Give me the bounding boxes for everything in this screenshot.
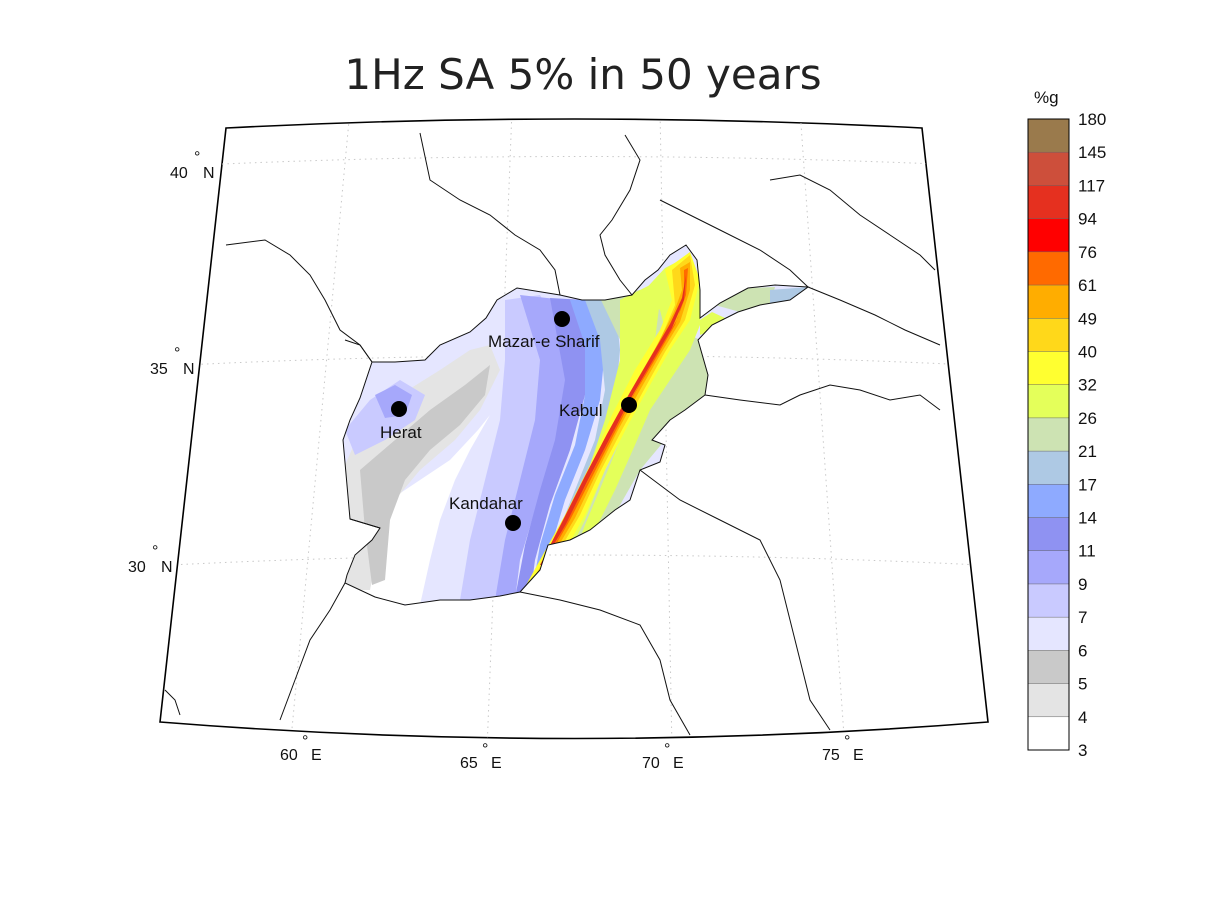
colorbar-swatch-145 <box>1028 152 1069 186</box>
svg-text:°: ° <box>174 345 180 362</box>
colorbar-label-14: 14 <box>1078 509 1097 528</box>
svg-text:°: ° <box>194 149 200 166</box>
lat-tick-40-hemi: N <box>203 165 215 182</box>
city-label-kandahar: Kandahar <box>449 494 523 513</box>
lon-tick-65: 65 <box>460 755 478 772</box>
colorbar-label-117: 117 <box>1078 176 1105 195</box>
colorbar-swatch-76 <box>1028 251 1069 286</box>
colorbar-swatch-6 <box>1028 650 1069 685</box>
colorbar-swatch-94 <box>1028 218 1069 253</box>
colorbar-swatches <box>1028 118 1069 751</box>
colorbar-label-76: 76 <box>1078 243 1097 262</box>
colorbar-label-11: 11 <box>1078 542 1096 561</box>
city-marker-herat[interactable] <box>391 401 407 417</box>
colorbar-label-5: 5 <box>1078 675 1087 694</box>
colorbar-label-6: 6 <box>1078 641 1087 660</box>
colorbar-label-180: 180 <box>1078 110 1106 129</box>
colorbar-label-3: 3 <box>1078 741 1087 760</box>
colorbar-label-21: 21 <box>1078 442 1097 461</box>
colorbar-label-49: 49 <box>1078 309 1097 328</box>
colorbar-swatch-26 <box>1028 417 1069 452</box>
colorbar-swatch-117 <box>1028 185 1069 220</box>
colorbar-swatch-9 <box>1028 583 1069 618</box>
colorbar-label-61: 61 <box>1078 276 1097 295</box>
lon-tick-70: 70 <box>642 755 660 772</box>
colorbar-swatch-40 <box>1028 351 1069 386</box>
lon-tick-60: 60 <box>280 747 298 764</box>
colorbar-swatch-4 <box>1028 716 1069 751</box>
colorbar-label-9: 9 <box>1078 575 1087 594</box>
colorbar-label-94: 94 <box>1078 210 1097 229</box>
colorbar-unit: %g <box>1034 88 1059 107</box>
city-marker-kabul[interactable] <box>621 397 637 413</box>
city-label-kabul: Kabul <box>559 401 602 420</box>
svg-text:°: ° <box>664 741 670 758</box>
lon-tick-75: 75 <box>822 747 840 764</box>
colorbar-label-26: 26 <box>1078 409 1097 428</box>
svg-text:E: E <box>491 755 502 772</box>
lat-tick-30-hemi: N <box>161 559 173 576</box>
colorbar-label-7: 7 <box>1078 608 1087 627</box>
svg-text:E: E <box>853 747 864 764</box>
colorbar-label-145: 145 <box>1078 143 1106 162</box>
colorbar-swatch-180 <box>1028 119 1069 153</box>
colorbar-swatch-7 <box>1028 617 1069 651</box>
svg-text:°: ° <box>302 733 308 750</box>
colorbar-swatch-14 <box>1028 517 1069 552</box>
longitude-ticks: 60 ° E 65 ° E 70 ° E 75 ° E <box>280 733 864 772</box>
colorbar-swatch-32 <box>1028 384 1069 419</box>
latitude-ticks: 40 ° N 35 ° N 30 ° N <box>128 149 215 576</box>
svg-text:°: ° <box>482 741 488 758</box>
lat-tick-40: 40 <box>170 165 188 182</box>
colorbar-swatch-17 <box>1028 484 1069 519</box>
colorbar-label-32: 32 <box>1078 376 1097 395</box>
svg-text:°: ° <box>844 733 850 750</box>
colorbar-swatch-49 <box>1028 318 1069 352</box>
map-title: 1Hz SA 5% in 50 years <box>344 50 822 99</box>
svg-text:E: E <box>311 747 322 764</box>
lat-tick-30: 30 <box>128 559 146 576</box>
country-borders <box>164 132 941 736</box>
svg-text:E: E <box>673 755 684 772</box>
colorbar-swatch-5 <box>1028 683 1069 718</box>
svg-text:°: ° <box>152 543 158 560</box>
city-marker-kandahar[interactable] <box>505 515 521 531</box>
colorbar-label-17: 17 <box>1078 475 1097 494</box>
city-marker-mazar[interactable] <box>554 311 570 327</box>
afghanistan-border <box>342 244 810 606</box>
colorbar-swatch-61 <box>1028 285 1069 319</box>
lat-tick-35-hemi: N <box>183 361 195 378</box>
colorbar-label-4: 4 <box>1078 708 1087 727</box>
cities: Mazar-e Sharif Kabul Herat Kandahar <box>380 311 637 531</box>
colorbar-swatch-21 <box>1028 451 1069 485</box>
colorbar-swatch-11 <box>1028 550 1069 585</box>
city-label-mazar: Mazar-e Sharif <box>488 332 600 351</box>
city-label-herat: Herat <box>380 423 422 442</box>
lat-tick-35: 35 <box>150 361 168 378</box>
colorbar-frame <box>1027 118 1070 751</box>
colorbar-label-40: 40 <box>1078 342 1097 361</box>
